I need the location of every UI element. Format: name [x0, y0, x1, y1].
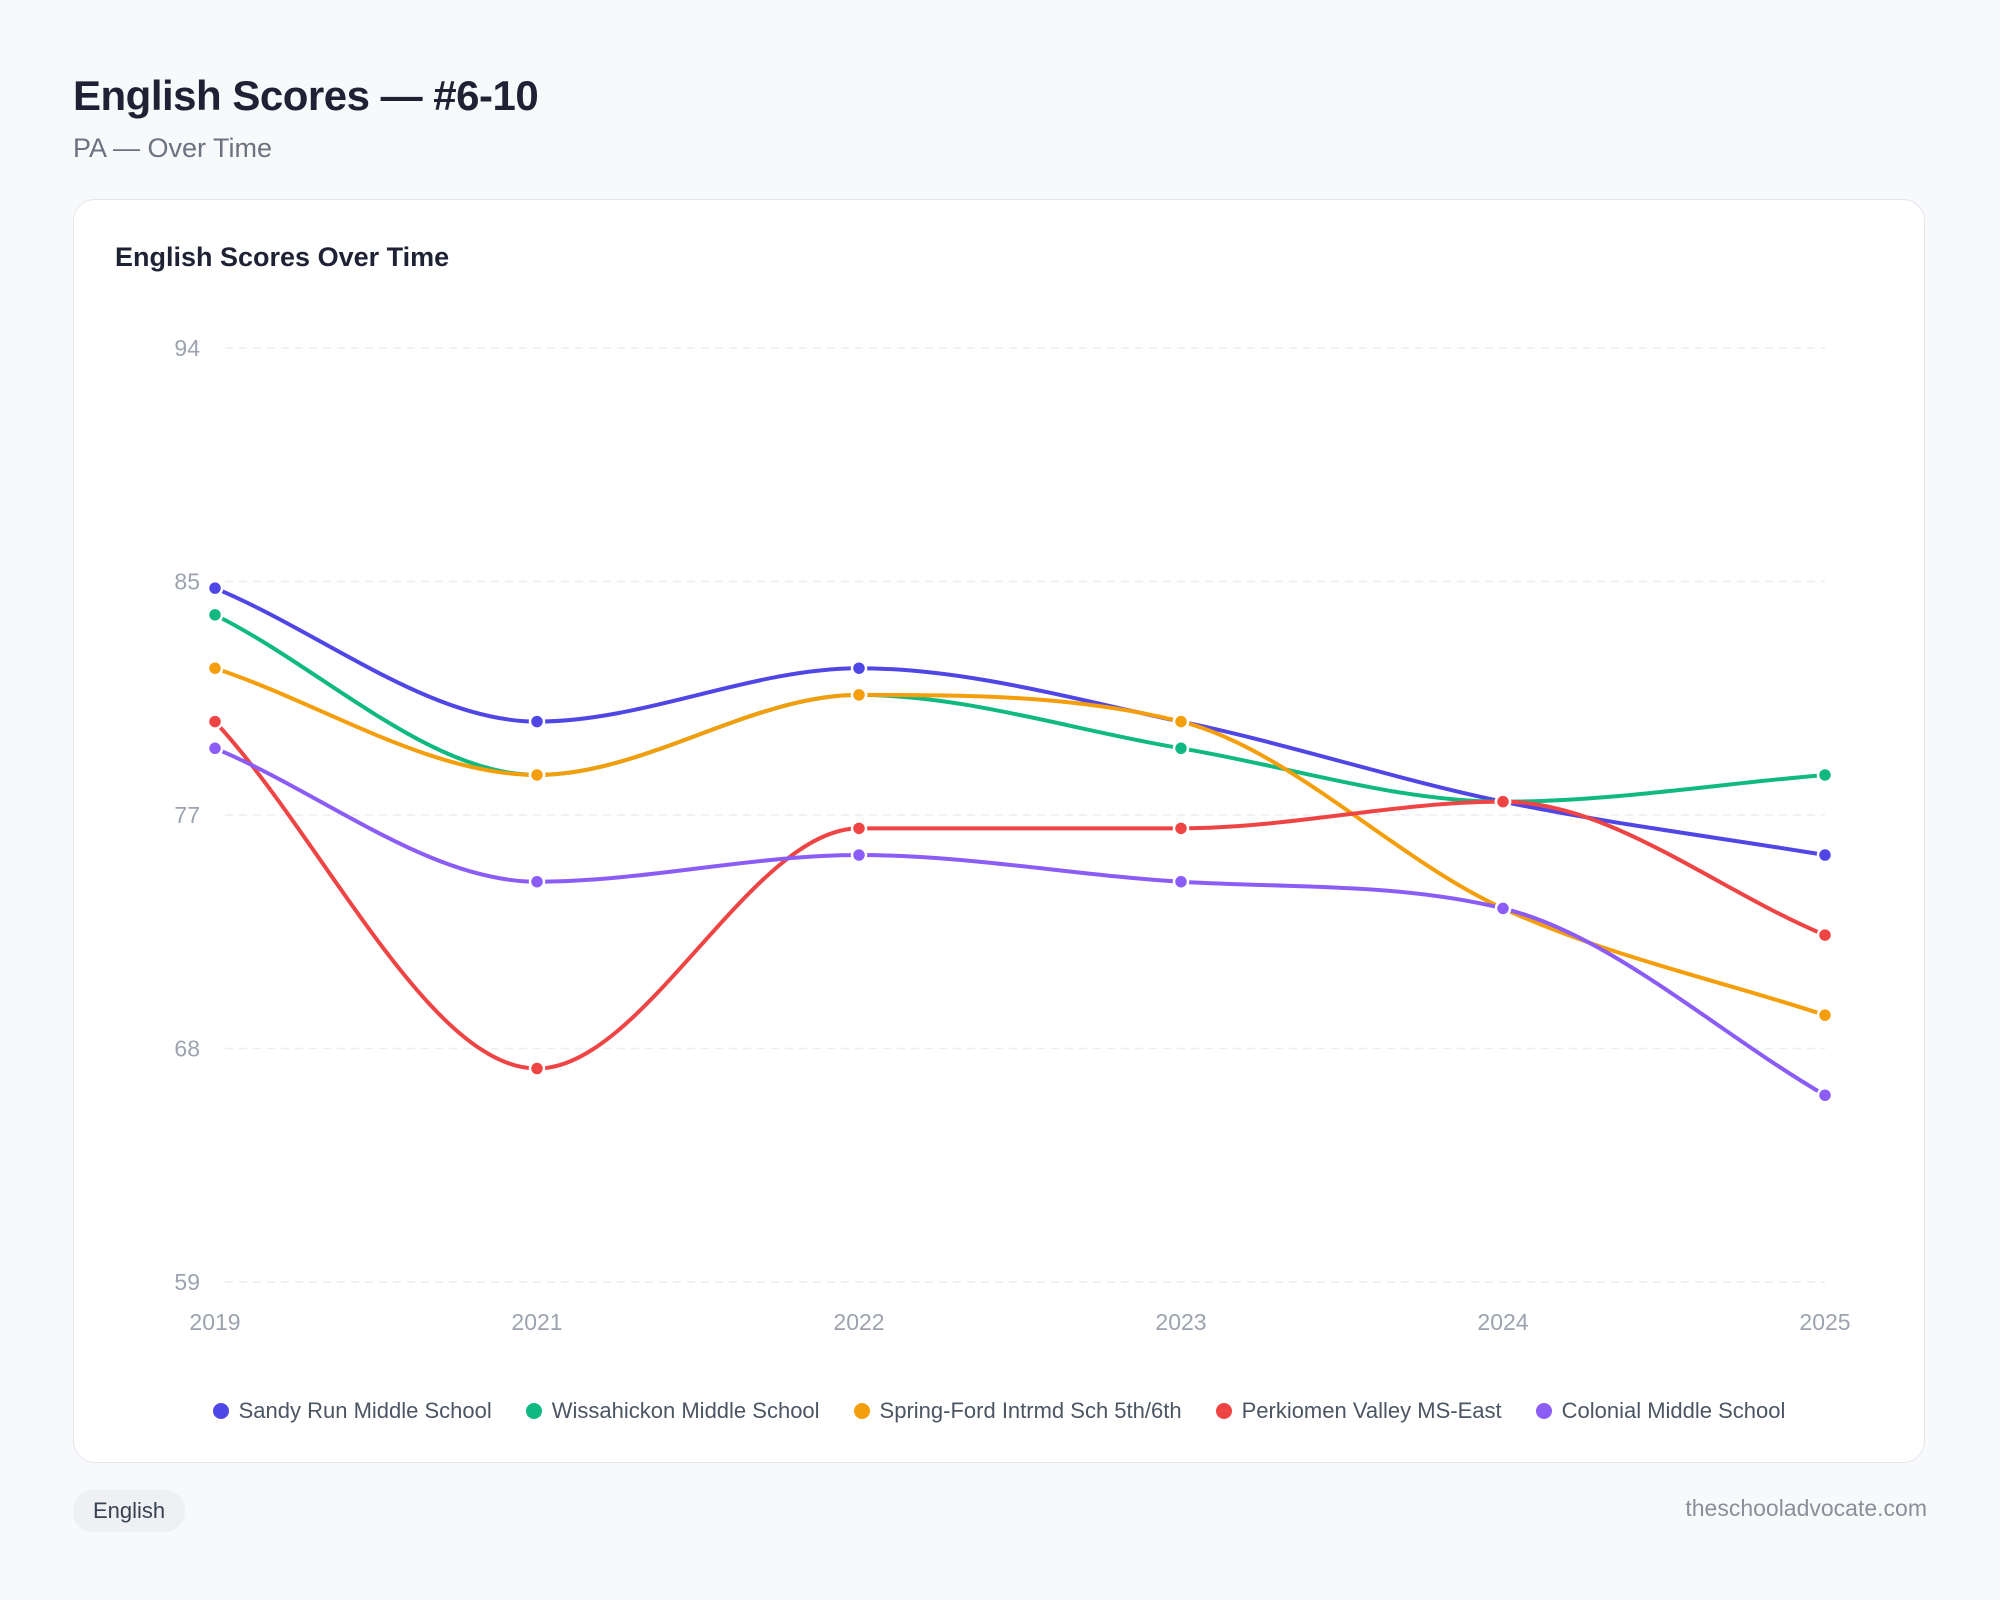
legend-item[interactable]: Spring-Ford Intrmd Sch 5th/6th [853, 1398, 1182, 1424]
data-point [1172, 820, 1190, 837]
data-point [1816, 766, 1834, 784]
data-point [850, 659, 868, 677]
y-tick-label: 94 [174, 335, 200, 361]
series-line [214, 666, 1826, 1018]
y-tick-label: 68 [174, 1036, 200, 1062]
data-point [206, 713, 224, 730]
site-link[interactable]: theschooladvocate.com [1685, 1495, 1927, 1521]
data-point [206, 579, 224, 597]
data-point [1816, 1086, 1834, 1104]
page-title: English Scores — #6-10 [73, 72, 539, 119]
series-line [214, 586, 1826, 858]
data-point [206, 659, 224, 677]
legend-item[interactable]: Wissahickon Middle School [525, 1398, 820, 1424]
series-line [214, 613, 1826, 804]
data-point [1172, 873, 1190, 890]
legend-dot-icon [853, 1403, 870, 1419]
chart-card: English Scores Over Time 94 85 77 68 59 2019 2… [73, 199, 1925, 1463]
data-point [1494, 793, 1512, 810]
data-point [206, 740, 224, 757]
x-tick-label: 2021 [511, 1309, 562, 1335]
legend-item[interactable]: Sandy Run Middle School [212, 1398, 492, 1424]
data-point [850, 846, 868, 864]
legend-dot-icon [1215, 1403, 1232, 1419]
x-tick-label: 2022 [833, 1309, 884, 1335]
data-point [1172, 713, 1190, 730]
subject-badge: English [73, 1490, 186, 1532]
legend-label: Spring-Ford Intrmd Sch 5th/6th [879, 1398, 1182, 1423]
legend-label: Sandy Run Middle School [238, 1398, 492, 1423]
y-tick-label: 59 [174, 1269, 200, 1295]
y-tick-label: 85 [174, 569, 200, 595]
data-point [528, 713, 546, 730]
legend-label: Wissahickon Middle School [551, 1398, 820, 1423]
data-point [206, 606, 224, 624]
x-tick-label: 2024 [1477, 1309, 1528, 1335]
data-point [850, 686, 868, 704]
legend-label: Perkiomen Valley MS-East [1241, 1398, 1502, 1423]
data-point [528, 873, 546, 890]
data-point [1816, 926, 1834, 944]
legend-dot-icon [525, 1403, 542, 1419]
line-chart: 94 85 77 68 59 2019 2021 2022 2023 2024 2025 [174, 335, 1850, 1335]
legend-dot-icon [212, 1403, 229, 1419]
chart-title: English Scores Over Time [115, 242, 450, 272]
legend-dot-icon [1535, 1403, 1552, 1419]
data-point [850, 820, 868, 837]
data-point [528, 766, 546, 784]
data-point [1816, 846, 1834, 864]
data-point [528, 1060, 546, 1077]
data-point [1494, 900, 1512, 917]
page-subtitle: PA — Over Time [73, 133, 273, 163]
x-tick-label: 2025 [1799, 1309, 1850, 1335]
series-line [213, 720, 1826, 1071]
data-point [1816, 1006, 1834, 1024]
legend-item[interactable]: Perkiomen Valley MS-East [1215, 1398, 1502, 1424]
legend-item[interactable]: Colonial Middle School [1535, 1398, 1786, 1424]
series-line [214, 746, 1827, 1097]
x-tick-label: 2023 [1155, 1309, 1206, 1335]
y-tick-label: 77 [174, 802, 200, 828]
data-point [1172, 740, 1190, 757]
x-tick-label: 2019 [189, 1309, 240, 1335]
legend-label: Colonial Middle School [1561, 1398, 1786, 1423]
chart-legend: Sandy Run Middle School Wissahickon Middl… [74, 1398, 1924, 1424]
